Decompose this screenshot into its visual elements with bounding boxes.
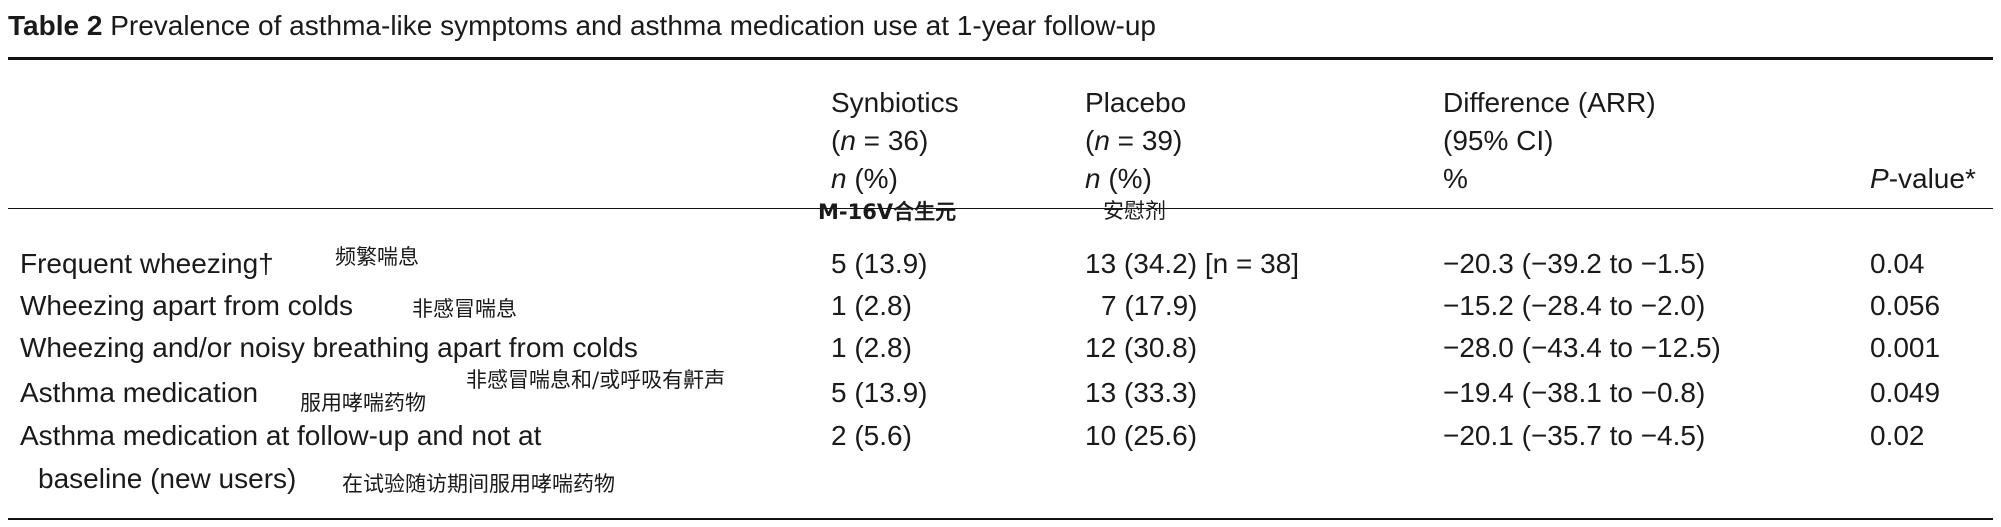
row-label: Frequent wheezing† bbox=[20, 248, 274, 279]
cell-difference: −20.3 (−39.2 to −1.5) bbox=[1443, 248, 1706, 279]
row-annotation-above: 非感冒喘息和/或呼吸有鼾声 bbox=[466, 368, 726, 392]
header-rule bbox=[8, 208, 1993, 209]
col-unit: % bbox=[1443, 163, 1468, 194]
cell-difference: −19.4 (−38.1 to −0.8) bbox=[1443, 377, 1706, 408]
cell-pvalue: 0.049 bbox=[1870, 377, 1941, 408]
col-n: (n = 39) bbox=[1085, 125, 1183, 156]
row-annotation: 非感冒喘息 bbox=[412, 297, 517, 321]
header-annotation-synbiotics: M-16V合生元 bbox=[818, 200, 957, 224]
header-annotation-placebo: 安慰剂 bbox=[1103, 199, 1166, 223]
row-annotation: 在试验随访期间服用哮喘药物 bbox=[342, 472, 615, 496]
col-unit: n (%) bbox=[831, 163, 898, 194]
top-rule bbox=[8, 57, 1993, 60]
row-label: Asthma medication at follow-up and not a… bbox=[20, 420, 542, 451]
cell-placebo: 7 (17.9) bbox=[1101, 290, 1198, 321]
row-label: Asthma medication bbox=[20, 377, 259, 408]
cell-pvalue: 0.056 bbox=[1870, 290, 1941, 321]
col-header-pvalue: P-value* bbox=[1870, 163, 1976, 194]
col-name: Difference (ARR) bbox=[1443, 87, 1656, 118]
col-header-difference: Difference (ARR) (95% CI) % bbox=[1443, 84, 1656, 198]
col-name: Synbiotics bbox=[831, 87, 959, 118]
bottom-rule bbox=[8, 518, 1993, 520]
table-caption: Table 2 Prevalence of asthma-like sympto… bbox=[8, 10, 1156, 42]
cell-pvalue: 0.02 bbox=[1870, 420, 1925, 451]
cell-synbiotics: 2 (5.6) bbox=[831, 420, 912, 451]
col-n: (n = 36) bbox=[831, 125, 929, 156]
cell-placebo: 13 (33.3) bbox=[1085, 377, 1198, 408]
cell-pvalue: 0.04 bbox=[1870, 248, 1925, 279]
cell-placebo: 13 (34.2) [n = 38] bbox=[1085, 248, 1300, 279]
col-unit: n (%) bbox=[1085, 163, 1152, 194]
cell-difference: −15.2 (−28.4 to −2.0) bbox=[1443, 290, 1706, 321]
col-ci: (95% CI) bbox=[1443, 125, 1554, 156]
col-header-placebo: Placebo (n = 39) n (%) bbox=[1085, 84, 1186, 198]
cell-placebo: 10 (25.6) bbox=[1085, 420, 1198, 451]
row-annotation: 频繁喘息 bbox=[335, 245, 419, 269]
cell-difference: −28.0 (−43.4 to −12.5) bbox=[1443, 332, 1721, 363]
cell-difference: −20.1 (−35.7 to −4.5) bbox=[1443, 420, 1706, 451]
cell-synbiotics: 1 (2.8) bbox=[831, 290, 912, 321]
col-name: Placebo bbox=[1085, 87, 1187, 118]
cell-synbiotics: 1 (2.8) bbox=[831, 332, 912, 363]
col-header-synbiotics: Synbiotics (n = 36) n (%) bbox=[831, 84, 959, 198]
cell-placebo: 12 (30.8) bbox=[1085, 332, 1198, 363]
cell-pvalue: 0.001 bbox=[1870, 332, 1941, 363]
table-title: Prevalence of asthma-like symptoms and a… bbox=[110, 10, 1157, 41]
row-annotation: 服用哮喘药物 bbox=[300, 391, 426, 415]
table-label: Table 2 bbox=[8, 10, 103, 41]
cell-synbiotics: 5 (13.9) bbox=[831, 377, 928, 408]
cell-synbiotics: 5 (13.9) bbox=[831, 248, 928, 279]
row-label: Wheezing apart from colds bbox=[20, 290, 354, 321]
row-label-continued: baseline (new users) bbox=[38, 463, 297, 494]
row-label: Wheezing and/or noisy breathing apart fr… bbox=[20, 332, 638, 363]
